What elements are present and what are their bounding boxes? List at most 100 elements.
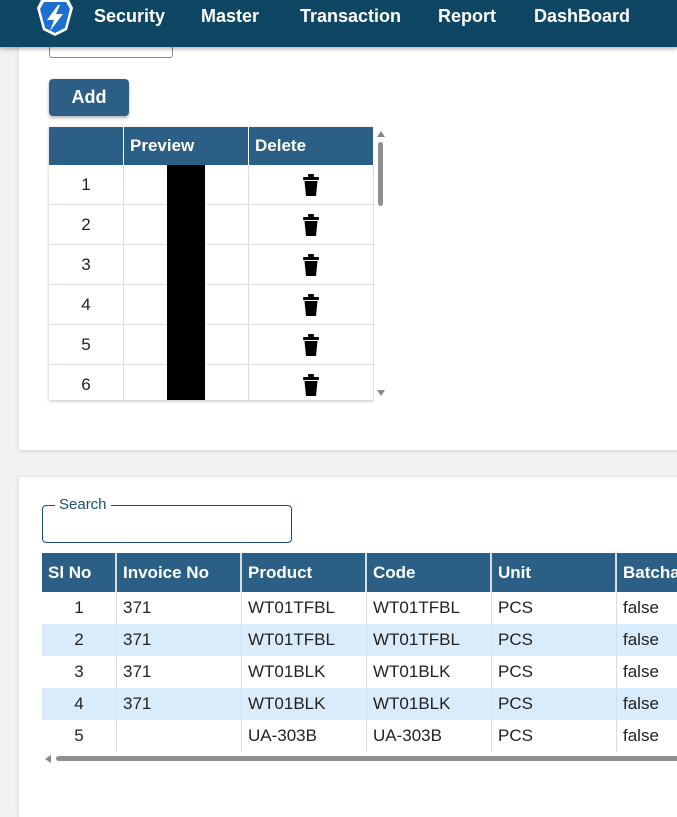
nav-report[interactable]: Report <box>438 6 496 26</box>
scroll-up-icon[interactable] <box>377 131 385 137</box>
invoice-table: Sl No Invoice No Product Code Unit Batch… <box>42 553 677 752</box>
preview-thumbnail[interactable] <box>167 364 205 400</box>
row-number: 6 <box>49 365 124 400</box>
table-row[interactable]: 3 371 WT01BLK WT01BLK PCS false <box>42 656 677 688</box>
preview-thumbnail[interactable] <box>167 164 205 205</box>
col-batch[interactable]: Batcha <box>617 553 677 592</box>
cell-code: WT01TFBL <box>367 592 492 624</box>
row-number: 2 <box>49 205 124 245</box>
nav-security[interactable]: Security <box>94 6 166 26</box>
add-button[interactable]: Add <box>49 79 129 116</box>
scroll-down-icon[interactable] <box>377 390 385 396</box>
header-delete: Delete <box>249 127 374 165</box>
cell-batch: false <box>623 630 659 649</box>
nav-dashboard[interactable]: DashBoard <box>534 6 631 26</box>
preview-thumbnail[interactable] <box>167 324 205 365</box>
invoice-table-header: Sl No Invoice No Product Code Unit Batch… <box>42 553 677 592</box>
cell-invoice-no: 371 <box>117 688 242 720</box>
table-h-scrollbar[interactable] <box>42 752 677 765</box>
header-number <box>49 127 124 165</box>
delete-cell <box>249 165 374 205</box>
col-unit[interactable]: Unit <box>492 553 617 592</box>
image-grid-row: 3 <box>49 244 374 285</box>
table-row[interactable]: 4 371 WT01BLK WT01BLK PCS false <box>42 688 677 720</box>
cell-unit: PCS <box>492 656 617 688</box>
cell-unit: PCS <box>492 592 617 624</box>
cell-product: UA-303B <box>242 720 367 752</box>
cell-code: WT01TFBL <box>367 624 492 656</box>
image-preview[interactable] <box>124 284 249 325</box>
scroll-left-icon[interactable] <box>45 755 51 763</box>
preview-thumbnail[interactable] <box>167 204 205 245</box>
cell-invoice-no <box>117 720 242 752</box>
delete-cell <box>249 285 374 325</box>
image-grid-scrollbar[interactable] <box>374 127 387 400</box>
app-logo-icon[interactable] <box>35 0 75 36</box>
table-row[interactable]: 5 UA-303B UA-303B PCS false <box>42 720 677 752</box>
cell-unit: PCS <box>492 624 617 656</box>
col-sl-no[interactable]: Sl No <box>42 553 117 592</box>
col-invoice-no[interactable]: Invoice No <box>117 553 242 592</box>
image-grid-row: 2 <box>49 204 374 245</box>
cell-sl-no: 3 <box>42 656 117 688</box>
image-preview[interactable] <box>124 324 249 365</box>
preview-thumbnail[interactable] <box>167 284 205 325</box>
cell-invoice-no: 371 <box>117 656 242 688</box>
trash-icon[interactable] <box>302 373 320 396</box>
cell-unit: PCS <box>492 720 617 752</box>
image-grid-header: Preview Delete <box>49 127 374 165</box>
image-preview[interactable] <box>124 164 249 205</box>
image-grid-row: 1 <box>49 164 374 205</box>
top-navbar: Security Master Transaction Report DashB… <box>0 0 677 47</box>
cell-product: WT01BLK <box>242 688 367 720</box>
cell-code: WT01BLK <box>367 688 492 720</box>
image-grid-row: 5 <box>49 324 374 365</box>
image-grid-row: 4 <box>49 284 374 325</box>
table-row[interactable]: 2 371 WT01TFBL WT01TFBL PCS false <box>42 624 677 656</box>
preview-thumbnail[interactable] <box>167 244 205 285</box>
h-scroll-thumb[interactable] <box>56 756 677 761</box>
cell-batch: false <box>623 598 659 617</box>
nav-transaction[interactable]: Transaction <box>300 6 402 26</box>
image-preview[interactable] <box>124 364 249 400</box>
cell-sl-no: 5 <box>42 720 117 752</box>
search-input[interactable] <box>50 514 286 538</box>
cell-product: WT01TFBL <box>242 624 367 656</box>
cell-code: UA-303B <box>367 720 492 752</box>
nav-master[interactable]: Master <box>201 6 260 26</box>
cell-product: WT01BLK <box>242 656 367 688</box>
header-preview: Preview <box>124 127 249 165</box>
cell-code: WT01BLK <box>367 656 492 688</box>
row-number: 3 <box>49 245 124 285</box>
cell-product: WT01TFBL <box>242 592 367 624</box>
trash-icon[interactable] <box>302 333 320 356</box>
scroll-thumb[interactable] <box>378 142 383 206</box>
cell-batch: false <box>623 662 659 681</box>
cell-unit: PCS <box>492 688 617 720</box>
cell-batch: false <box>623 726 659 745</box>
row-number: 4 <box>49 285 124 325</box>
cell-batch: false <box>623 694 659 713</box>
image-preview[interactable] <box>124 244 249 285</box>
image-grid-row: 6 <box>49 364 374 400</box>
delete-cell <box>249 325 374 365</box>
col-code[interactable]: Code <box>367 553 492 592</box>
cell-invoice-no: 371 <box>117 592 242 624</box>
trash-icon[interactable] <box>302 293 320 316</box>
delete-cell <box>249 365 374 400</box>
cell-sl-no: 2 <box>42 624 117 656</box>
trash-icon[interactable] <box>302 213 320 236</box>
cell-invoice-no: 371 <box>117 624 242 656</box>
delete-cell <box>249 205 374 245</box>
delete-cell <box>249 245 374 285</box>
search-label: Search <box>55 496 111 513</box>
row-number: 5 <box>49 325 124 365</box>
trash-icon[interactable] <box>302 253 320 276</box>
cell-sl-no: 1 <box>42 592 117 624</box>
col-product[interactable]: Product <box>242 553 367 592</box>
row-number: 1 <box>49 165 124 205</box>
table-row[interactable]: 1 371 WT01TFBL WT01TFBL PCS false <box>42 592 677 624</box>
trash-icon[interactable] <box>302 173 320 196</box>
image-preview[interactable] <box>124 204 249 245</box>
